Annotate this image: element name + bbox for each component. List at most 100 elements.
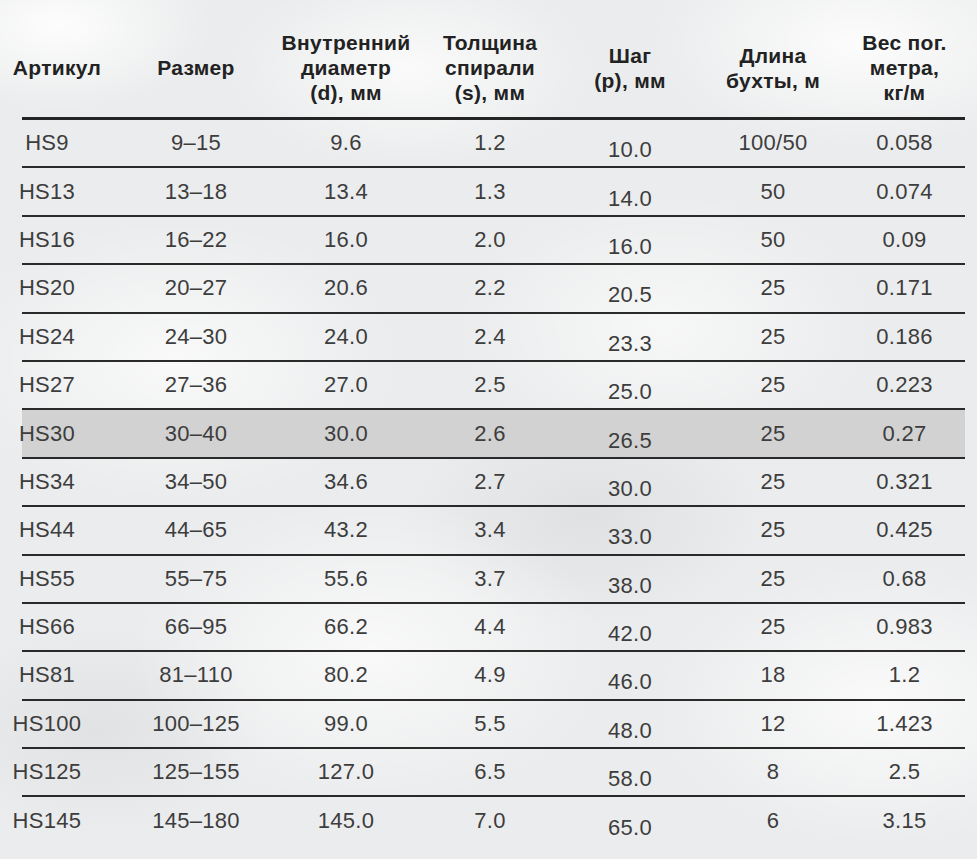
cell-article: HS100 [22, 700, 122, 748]
cell-value: 25 [760, 614, 785, 640]
cell-weight: 0.68 [844, 555, 965, 603]
table-row: HS44 44–65 43.2 3.4 33.0 25 0.425 [22, 506, 965, 554]
cell-value: 0.321 [876, 469, 933, 495]
cell-inner-diameter: 80.2 [270, 651, 422, 699]
cell-value: 0.983 [876, 614, 933, 640]
table-row: HS24 24–30 24.0 2.4 23.3 25 0.186 [22, 313, 965, 361]
cell-value: 2.0 [474, 227, 505, 253]
cell-value: 145.0 [318, 808, 375, 834]
cell-article: HS24 [22, 313, 122, 361]
cell-step: 26.5 [558, 409, 702, 457]
cell-value: 10.0 [608, 137, 652, 163]
cell-step: 25.0 [558, 361, 702, 409]
cell-value: 20.6 [324, 275, 368, 301]
cell-spiral-thickness: 2.4 [422, 313, 558, 361]
cell-spiral-thickness: 6.5 [422, 748, 558, 796]
cell-value: 25 [760, 372, 785, 398]
cell-value: HS27 [19, 372, 75, 398]
cell-size: 24–30 [122, 313, 270, 361]
cell-value: 24–30 [165, 324, 228, 350]
cell-coil-length: 25 [702, 603, 844, 651]
cell-step: 23.3 [558, 313, 702, 361]
column-header-weight: Вес пог. метра, кг/м [844, 20, 965, 119]
cell-value: HS34 [19, 469, 75, 495]
cell-size: 9–15 [122, 119, 270, 168]
cell-value: 3.15 [882, 808, 926, 834]
cell-value: 25 [760, 566, 785, 592]
cell-value: HS20 [19, 275, 75, 301]
cell-article: HS9 [22, 119, 122, 168]
cell-value: 30.0 [608, 476, 652, 502]
cell-coil-length: 50 [702, 216, 844, 264]
column-header-article: Артикул [22, 20, 122, 119]
cell-weight: 0.321 [844, 458, 965, 506]
cell-coil-length: 100/50 [702, 119, 844, 168]
cell-value: 13–18 [165, 179, 228, 205]
table-row: HS66 66–95 66.2 4.4 42.0 25 0.983 [22, 603, 965, 651]
cell-spiral-thickness: 2.2 [422, 264, 558, 312]
cell-value: 20.5 [608, 282, 652, 308]
cell-weight: 0.223 [844, 361, 965, 409]
cell-value: 66–95 [165, 614, 228, 640]
cell-coil-length: 25 [702, 264, 844, 312]
cell-coil-length: 25 [702, 506, 844, 554]
cell-value: HS66 [19, 614, 75, 640]
cell-step: 65.0 [558, 796, 702, 843]
cell-value: 30–40 [165, 421, 228, 447]
cell-article: HS30 [22, 409, 122, 457]
cell-spiral-thickness: 4.4 [422, 603, 558, 651]
header-row: Артикул Размер Внутренний диаметр (d), м… [22, 20, 965, 119]
cell-weight: 3.15 [844, 796, 965, 843]
cell-value: 0.425 [876, 517, 933, 543]
cell-value: 25 [760, 421, 785, 447]
cell-value: HS44 [19, 517, 75, 543]
cell-inner-diameter: 43.2 [270, 506, 422, 554]
cell-value: 24.0 [324, 324, 368, 350]
cell-article: HS13 [22, 167, 122, 215]
cell-size: 145–180 [122, 796, 270, 843]
cell-value: 8 [767, 759, 780, 785]
cell-value: 0.223 [876, 372, 933, 398]
cell-value: 1.2 [474, 130, 505, 156]
cell-weight: 0.186 [844, 313, 965, 361]
cell-value: 43.2 [324, 517, 368, 543]
cell-inner-diameter: 99.0 [270, 700, 422, 748]
cell-value: 44–65 [165, 517, 228, 543]
table-row: HS34 34–50 34.6 2.7 30.0 25 0.321 [22, 458, 965, 506]
cell-value: 42.0 [608, 621, 652, 647]
cell-inner-diameter: 13.4 [270, 167, 422, 215]
cell-value: 127.0 [318, 759, 375, 785]
table-row: HS9 9–15 9.6 1.2 10.0 100/50 0.058 [22, 119, 965, 168]
cell-value: 2.5 [889, 759, 920, 785]
cell-article: HS44 [22, 506, 122, 554]
cell-value: 27–36 [165, 372, 228, 398]
cell-value: 25 [760, 324, 785, 350]
cell-value: 2.2 [474, 275, 505, 301]
cell-value: 14.0 [608, 186, 652, 212]
cell-value: 3.4 [474, 517, 505, 543]
cell-value: 9–15 [171, 130, 221, 156]
cell-value: 25.0 [608, 379, 652, 405]
cell-value: 100–125 [152, 711, 240, 737]
cell-size: 30–40 [122, 409, 270, 457]
column-header-coil-length: Длина бухты, м [702, 20, 844, 119]
cell-value: 25 [760, 517, 785, 543]
cell-coil-length: 50 [702, 167, 844, 215]
cell-step: 16.0 [558, 216, 702, 264]
cell-inner-diameter: 55.6 [270, 555, 422, 603]
cell-value: 65.0 [608, 815, 652, 841]
cell-weight: 0.058 [844, 119, 965, 168]
table-row: HS100 100–125 99.0 5.5 48.0 12 1.423 [22, 700, 965, 748]
cell-value: 5.5 [474, 711, 505, 737]
cell-value: 25 [760, 469, 785, 495]
cell-value: 20–27 [165, 275, 228, 301]
cell-value: 16.0 [608, 234, 652, 260]
table-row: HS55 55–75 55.6 3.7 38.0 25 0.68 [22, 555, 965, 603]
cell-value: 6.5 [474, 759, 505, 785]
cell-coil-length: 6 [702, 796, 844, 843]
cell-value: 2.4 [474, 324, 505, 350]
table-row: HS30 30–40 30.0 2.6 26.5 25 0.27 [22, 409, 965, 457]
cell-value: HS16 [19, 227, 75, 253]
cell-value: 145–180 [152, 808, 240, 834]
cell-step: 20.5 [558, 264, 702, 312]
